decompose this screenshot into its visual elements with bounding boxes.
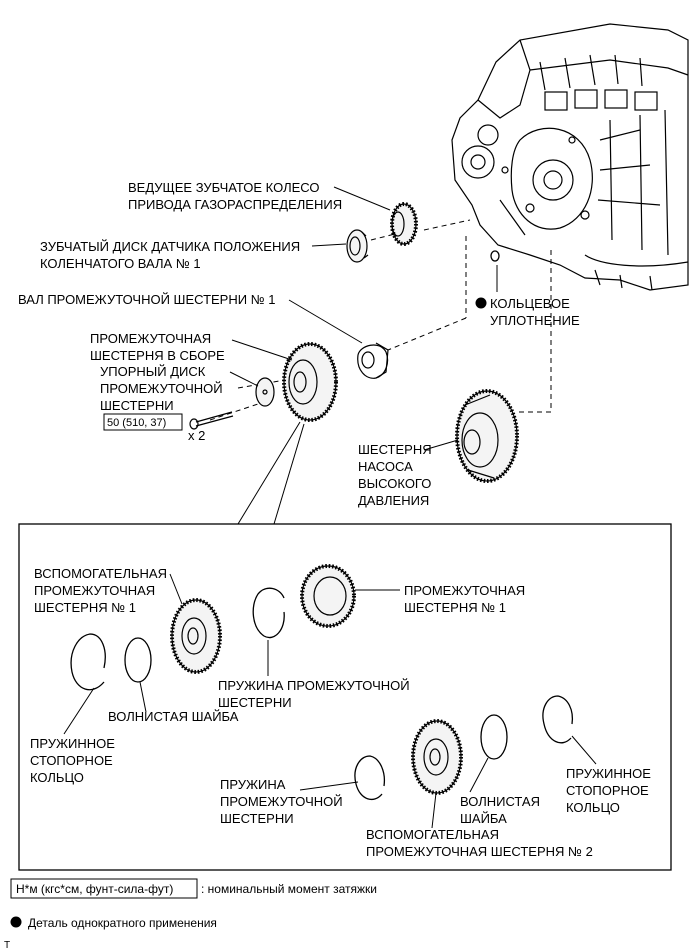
leader-lines-detail — [63, 573, 597, 829]
idler-gear-spring-1 — [252, 587, 285, 639]
label-thrust-plate: УПОРНЫЙ ДИСК — [100, 364, 206, 379]
label-timing-drive-gear: ВЕДУЩЕЕ ЗУБЧАТОЕ КОЛЕСО — [128, 180, 319, 195]
label-idler-gear-1: ПРОМЕЖУТОЧНАЯ — [404, 583, 525, 598]
legend-torque-description: : номинальный момент затяжки — [201, 882, 377, 896]
snap-ring-1 — [70, 633, 106, 691]
crank-position-disc — [346, 229, 369, 263]
label-snap-ring-2: КОЛЬЦО — [566, 800, 620, 815]
label-thrust-plate: ПРОМЕЖУТОЧНОЙ — [100, 381, 223, 396]
idler-gear-assembly — [282, 342, 338, 422]
idler-gear-1 — [300, 564, 356, 628]
wave-washer-1 — [124, 637, 152, 683]
label-snap-ring-1: СТОПОРНОЕ — [30, 753, 113, 768]
label-idler-spring-1: ШЕСТЕРНИ — [218, 695, 292, 710]
snap-ring-2 — [542, 695, 574, 744]
label-sub-gear-1: ПРОМЕЖУТОЧНАЯ — [34, 583, 155, 598]
label-pump-gear: ВЫСОКОГО — [358, 476, 431, 491]
o-ring — [490, 250, 500, 262]
label-sub-gear-2: ВСПОМОГАТЕЛЬНАЯ — [366, 827, 499, 842]
idler-thrust-plate — [255, 377, 275, 407]
label-snap-ring-2: ПРУЖИННОЕ — [566, 766, 651, 781]
label-pump-gear: ДАВЛЕНИЯ — [358, 493, 429, 508]
label-pump-gear: ШЕСТЕРНЯ — [358, 442, 432, 457]
label-sub-gear-2: ПРОМЕЖУТОЧНАЯ ШЕСТЕРНЯ № 2 — [366, 844, 593, 859]
corner-mark: T — [4, 940, 10, 951]
detail-connector — [273, 423, 305, 525]
detail-connector — [237, 421, 301, 525]
torque-value: 50 (510, 37) — [107, 417, 166, 429]
engine-block-drawing — [451, 23, 689, 291]
label-idler-spring-2: ПРУЖИНА — [220, 777, 286, 792]
label-idler-gear-1: ШЕСТЕРНЯ № 1 — [404, 600, 506, 615]
idler-shaft — [357, 342, 389, 379]
label-pump-gear: НАСОСА — [358, 459, 413, 474]
label-sub-gear-1: ВСПОМОГАТЕЛЬНАЯ — [34, 566, 167, 581]
legend-one-time-use: Деталь однократного применения — [28, 916, 217, 930]
label-idler-spring-2: ПРОМЕЖУТОЧНОЙ — [220, 794, 343, 809]
timing-drive-gear — [390, 202, 418, 246]
label-wave-washer-2: ВОЛНИСТАЯ — [460, 794, 540, 809]
high-pressure-pump-gear — [455, 389, 519, 483]
label-idler-shaft: ВАЛ ПРОМЕЖУТОЧНОЙ ШЕСТЕРНИ № 1 — [18, 292, 276, 307]
label-crank-disc: КОЛЕНЧАТОГО ВАЛА № 1 — [40, 256, 201, 271]
sub-gear-1 — [170, 598, 222, 674]
label-snap-ring-1: ПРУЖИННОЕ — [30, 736, 115, 751]
label-idler-spring-1: ПРУЖИНА ПРОМЕЖУТОЧНОЙ — [218, 678, 410, 693]
leader-lines-top — [229, 186, 498, 451]
label-o-ring: УПЛОТНЕНИЕ — [490, 313, 580, 328]
wave-washer-2 — [480, 714, 508, 760]
label-snap-ring-1: КОЛЬЦО — [30, 770, 84, 785]
label-crank-disc: ЗУБЧАТЫЙ ДИСК ДАТЧИКА ПОЛОЖЕНИЯ — [40, 239, 300, 254]
detail-box — [18, 523, 672, 871]
legend-torque-units: Н*м (кгс*см, фунт-сила-фут) — [16, 882, 173, 896]
idler-gear-spring-2 — [354, 755, 386, 801]
label-idler-spring-2: ШЕСТЕРНИ — [220, 811, 294, 826]
label-timing-drive-gear: ПРИВОДА ГАЗОРАСПРЕДЕЛЕНИЯ — [128, 197, 342, 212]
labels: ВЕДУЩЕЕ ЗУБЧАТОЕ КОЛЕСО ПРИВОДА ГАЗОРАСП… — [18, 180, 651, 859]
label-idler-assembly: ШЕСТЕРНЯ В СБОРЕ — [90, 348, 225, 363]
label-sub-gear-1: ШЕСТЕРНЯ № 1 — [34, 600, 136, 615]
legend-torque-box — [10, 878, 198, 899]
legend-bullet-icon — [10, 916, 22, 928]
assembly-guide-lines — [209, 219, 552, 421]
sub-gear-2 — [411, 719, 463, 795]
bolt — [189, 411, 234, 430]
label-wave-washer-1: ВОЛНИСТАЯ ШАЙБА — [108, 709, 239, 724]
label-o-ring: КОЛЬЦЕВОЕ — [490, 296, 570, 311]
label-snap-ring-2: СТОПОРНОЕ — [566, 783, 649, 798]
label-idler-assembly: ПРОМЕЖУТОЧНАЯ — [90, 331, 211, 346]
torque-spec-box — [103, 413, 183, 431]
label-wave-washer-2: ШАЙБА — [460, 811, 507, 826]
label-thrust-plate: ШЕСТЕРНИ — [100, 398, 174, 413]
one-time-use-marker — [475, 297, 487, 309]
bolt-quantity: x 2 — [188, 428, 205, 443]
